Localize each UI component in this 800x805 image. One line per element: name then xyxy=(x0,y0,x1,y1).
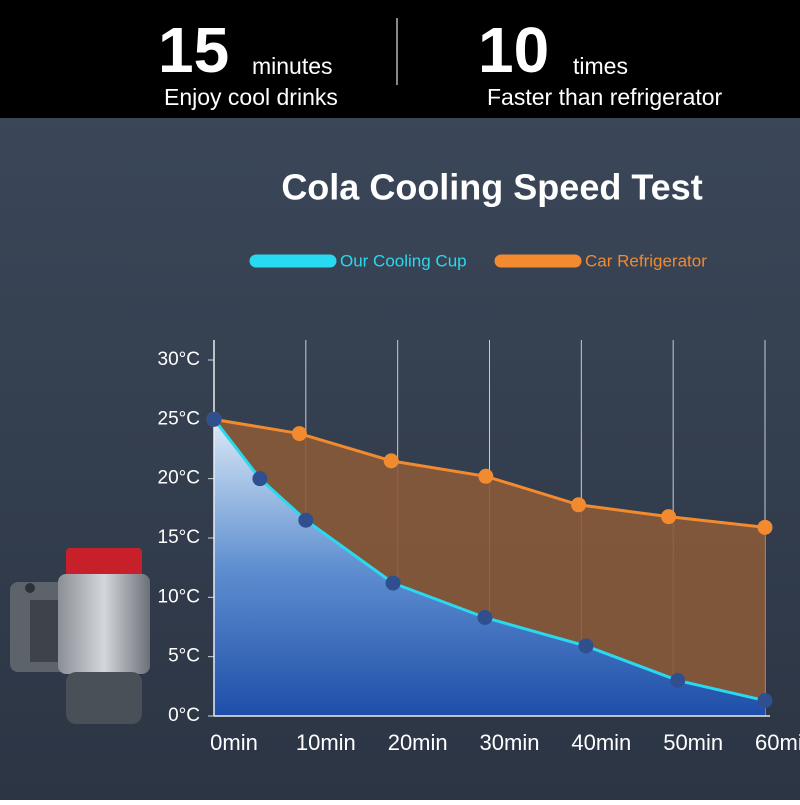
data-point xyxy=(478,468,494,484)
data-point xyxy=(757,693,773,709)
header-number: 10 xyxy=(478,14,549,86)
legend-label: Our Cooling Cup xyxy=(340,251,467,270)
header-unit: minutes xyxy=(252,53,333,79)
chart-title: Cola Cooling Speed Test xyxy=(281,167,702,208)
data-point xyxy=(757,519,773,535)
series-line xyxy=(212,418,766,703)
plot: Our Cooling Cup Car Refrigerator 0°C 5°C 10°… xyxy=(158,251,800,754)
header-caption: Enjoy cool drinks xyxy=(164,84,338,110)
data-point xyxy=(571,497,587,513)
area xyxy=(214,419,765,716)
header-band xyxy=(0,0,800,118)
data-point xyxy=(578,638,594,654)
y-tick-label: 0°C xyxy=(168,705,200,726)
data-point xyxy=(298,512,314,528)
y-tick-label: 15°C xyxy=(158,527,200,548)
data-point xyxy=(477,610,493,626)
x-tick-label: 40min xyxy=(571,730,631,755)
y-tick-label: 25°C xyxy=(158,408,200,429)
x-tick-label: 10min xyxy=(296,730,356,755)
data-point xyxy=(661,509,677,525)
y-tick-label: 20°C xyxy=(158,468,200,489)
x-tick-label: 20min xyxy=(388,730,448,755)
data-point xyxy=(206,411,222,427)
y-tick-label: 10°C xyxy=(158,586,200,607)
data-point xyxy=(670,672,686,688)
data-point xyxy=(383,453,399,469)
y-tick-label: 5°C xyxy=(168,646,200,667)
header-caption: Faster than refrigerator xyxy=(487,84,723,110)
data-point xyxy=(291,426,307,442)
x-tick-label: 50min xyxy=(663,730,723,755)
y-tick-label: 30°C xyxy=(158,349,200,370)
x-tick-label: 30min xyxy=(480,730,540,755)
x-tick-label: 60min xyxy=(755,730,800,755)
data-point xyxy=(252,471,268,487)
product-image xyxy=(10,548,150,724)
x-tick-label: 0min xyxy=(210,730,258,755)
data-point xyxy=(385,575,401,591)
legend-label: Car Refrigerator xyxy=(585,251,707,270)
header-number: 15 xyxy=(158,14,229,86)
header-unit: times xyxy=(573,53,628,79)
